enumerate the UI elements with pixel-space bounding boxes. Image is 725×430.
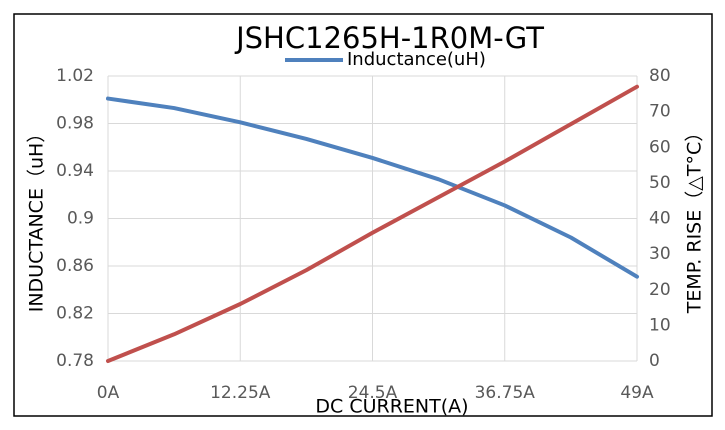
chart-title: JSHC1265H-1R0M-GT [234,21,544,55]
y2-tick-label: 0 [649,351,660,371]
y2-tick-label: 10 [649,315,671,335]
y2-tick-label: 40 [649,209,671,229]
x-tick-label: 24.5A [348,383,398,403]
x-axis-label: DC CURRENT(A) [315,396,468,418]
y-tick-label: 0.94 [56,161,94,181]
x-tick-label: 12.25A [210,383,271,403]
data-line [106,84,639,363]
data-line [106,96,639,279]
y-tick-label: 0.9 [67,209,94,229]
y-axis-label: INDUCTANCE（uH） [26,124,48,313]
y2-axis-label: TEMP. RISE（△T°C） [684,123,706,314]
y-tick-label: 0.82 [56,304,94,324]
legend-label: Inductance(uH) [347,49,486,70]
y2-tick-label: 60 [649,137,671,157]
x-tick-label: 0A [97,383,120,403]
y2-tick-label: 80 [649,66,671,86]
y-tick-label: 0.98 [56,114,94,134]
y2-tick-label: 20 [649,280,671,300]
y-tick-label: 0.86 [56,256,94,276]
y2-tick-label: 30 [649,244,671,264]
x-tick-label: 49A [620,383,654,403]
y2-tick-label: 50 [649,173,671,193]
x-tick-label: 36.75A [475,383,536,403]
y2-tick-label: 70 [649,102,671,122]
y-tick-label: 0.78 [56,351,94,371]
chart-border [13,13,713,417]
y-tick-label: 1.02 [56,66,94,86]
